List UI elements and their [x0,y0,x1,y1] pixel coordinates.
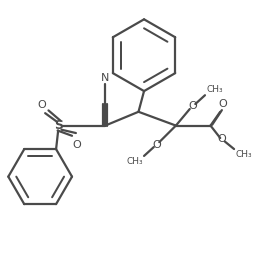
Text: O: O [73,140,81,150]
Text: O: O [37,100,46,110]
Text: CH₃: CH₃ [126,157,143,166]
Text: CH₃: CH₃ [206,85,223,94]
Text: CH₃: CH₃ [235,150,252,160]
Text: O: O [218,99,227,109]
Text: N: N [101,73,109,83]
Text: O: O [152,140,161,150]
Text: S: S [54,119,63,132]
Text: O: O [217,134,226,144]
Text: O: O [188,101,197,111]
